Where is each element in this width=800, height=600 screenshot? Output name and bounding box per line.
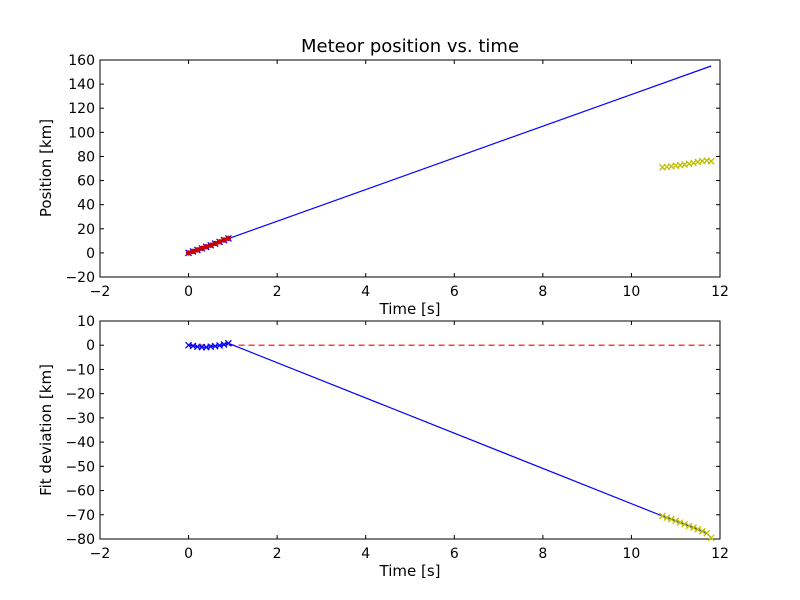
deviation-y-axis-label: Fit deviation [km] <box>37 364 55 496</box>
position-series-2-point <box>185 250 192 256</box>
deviation-series-3-point <box>689 524 697 532</box>
position-x-tick-label: 4 <box>361 284 370 300</box>
deviation-x-tick-label: 6 <box>450 546 459 562</box>
position-series-2-point <box>221 237 227 243</box>
position-series-2-point <box>194 247 201 253</box>
position-x-tick-label: 12 <box>711 284 729 300</box>
position-series-0-line <box>188 65 712 254</box>
position-y-tick-label: 20 <box>77 222 95 238</box>
deviation-x-tick-label: 12 <box>711 546 729 562</box>
position-series-2-point <box>225 235 232 242</box>
deviation-y-tick-label: −70 <box>65 508 95 524</box>
deviation-x-tick-label: 0 <box>184 546 193 562</box>
deviation-y-tick-label: 10 <box>77 314 95 330</box>
deviation-y-tick-label: −30 <box>65 411 95 427</box>
deviation-y-tick-label: −40 <box>65 435 95 451</box>
position-y-tick-label: 140 <box>68 77 95 93</box>
deviation-series-3-point <box>676 519 684 526</box>
position-y-tick-label: 100 <box>68 125 95 141</box>
position-chart-title: Meteor position vs. time <box>301 36 519 57</box>
deviation-series-2-point <box>224 339 232 347</box>
deviation-axes-frame <box>99 320 721 540</box>
deviation-series-3-point <box>667 515 675 523</box>
position-x-tick-label: 2 <box>273 284 282 300</box>
position-axes-frame <box>99 59 721 278</box>
deviation-y-tick-label: −20 <box>65 387 95 403</box>
deviation-series-3-point <box>694 525 702 533</box>
deviation-plot-area <box>185 339 715 542</box>
position-x-tick-label: 8 <box>538 284 547 300</box>
position-series-3-point <box>707 157 715 165</box>
position-plot-area <box>185 65 715 257</box>
deviation-series-3-point <box>658 512 666 520</box>
deviation-y-tick-label: −80 <box>65 532 95 548</box>
deviation-chart: Time [s] Fit deviation [km] −2 0 2 4 6 8 10 12−… <box>37 314 729 580</box>
deviation-series-3-point <box>672 517 680 525</box>
deviation-y-tick-label: −60 <box>65 484 95 500</box>
deviation-y-tick-label: 0 <box>86 338 95 354</box>
deviation-x-tick-label: 2 <box>273 546 282 562</box>
position-x-tick-label: 10 <box>623 284 641 300</box>
deviation-series-3-point <box>685 522 693 530</box>
deviation-x-axis-label: Time [s] <box>379 562 441 580</box>
deviation-x-tick-label: −2 <box>90 546 111 562</box>
deviation-y-tick-label: −10 <box>65 362 95 378</box>
position-y-axis-label: Position [km] <box>37 119 55 217</box>
position-x-tick-label: 0 <box>184 284 193 300</box>
deviation-series-1-line <box>188 342 712 539</box>
position-y-tick-label: 0 <box>86 246 95 262</box>
position-series-2-point <box>203 244 209 250</box>
position-y-tick-label: 160 <box>68 53 95 69</box>
position-x-tick-label: −2 <box>90 284 111 300</box>
deviation-series-3-point <box>707 534 715 542</box>
position-y-tick-label: −20 <box>65 270 95 286</box>
position-y-tick-label: 40 <box>77 198 95 214</box>
position-series-2-point <box>208 242 214 248</box>
deviation-series-3-point <box>681 520 689 528</box>
position-series-2-point <box>190 248 196 255</box>
deviation-x-tick-label: 4 <box>361 546 370 562</box>
position-y-tick-label: 80 <box>77 149 95 165</box>
position-series-2-point <box>212 240 218 247</box>
position-y-tick-label: 120 <box>68 101 95 117</box>
deviation-y-tick-label: −50 <box>65 459 95 475</box>
position-series-2-point <box>216 239 223 245</box>
position-x-tick-label: 6 <box>450 284 459 300</box>
deviation-x-tick-label: 8 <box>538 546 547 562</box>
position-y-tick-label: 60 <box>77 174 95 190</box>
deviation-x-tick-label: 10 <box>623 546 641 562</box>
position-series-2-point <box>199 245 205 252</box>
position-x-axis-label: Time [s] <box>379 300 441 318</box>
deviation-series-3-point <box>663 514 671 522</box>
deviation-series-3-point <box>698 527 706 535</box>
position-chart: Meteor position vs. time Time [s] Positi… <box>37 36 729 318</box>
